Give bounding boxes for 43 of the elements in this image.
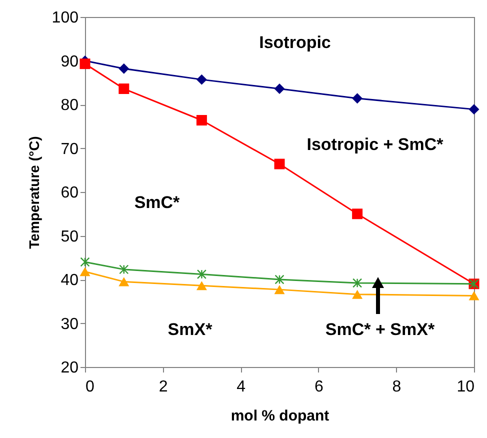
y-tick-label: 50 bbox=[60, 228, 79, 246]
point bbox=[80, 58, 90, 70]
point bbox=[196, 269, 206, 280]
x-tick-label: 0 bbox=[86, 378, 94, 396]
x-tick-label: 6 bbox=[314, 378, 324, 396]
point bbox=[468, 291, 480, 300]
y-tick-label: 100 bbox=[52, 10, 79, 26]
annotation: Isotropic + SmC* bbox=[306, 135, 444, 155]
point bbox=[118, 277, 130, 286]
x-tick-label: 8 bbox=[392, 378, 402, 396]
y-tick-label: 30 bbox=[60, 316, 79, 333]
x-axis-title: mol % dopant bbox=[230, 408, 330, 424]
y-tick-label: 80 bbox=[60, 97, 79, 114]
y-tick-label: 90 bbox=[60, 53, 79, 70]
point bbox=[352, 93, 363, 104]
point bbox=[196, 74, 207, 85]
point bbox=[352, 290, 363, 299]
point bbox=[352, 208, 363, 220]
y-tick-label: 60 bbox=[60, 184, 79, 202]
point bbox=[80, 267, 90, 276]
x-tick-label: 4 bbox=[236, 378, 246, 396]
annotation: SmC* bbox=[134, 193, 180, 213]
point bbox=[119, 264, 129, 274]
y-tick-label: 40 bbox=[60, 272, 79, 289]
point bbox=[352, 278, 362, 288]
point bbox=[274, 274, 284, 284]
point bbox=[468, 104, 480, 115]
point bbox=[118, 63, 130, 74]
point bbox=[196, 115, 207, 126]
x-tick-label: 2 bbox=[158, 378, 168, 396]
point bbox=[274, 158, 285, 170]
point bbox=[196, 281, 207, 290]
point bbox=[274, 84, 285, 94]
x-tick-label: 10 bbox=[456, 378, 475, 396]
y-tick-label: 20 bbox=[60, 360, 79, 376]
y-tick-label: 70 bbox=[60, 140, 79, 158]
annotation: Isotropic bbox=[259, 33, 331, 53]
point bbox=[274, 285, 285, 294]
point bbox=[118, 84, 130, 94]
annotation: SmC* + SmX* bbox=[325, 320, 435, 340]
point bbox=[80, 257, 90, 267]
y-axis-title: Temperature (°C) bbox=[26, 136, 42, 249]
annotation: SmX* bbox=[168, 320, 212, 340]
